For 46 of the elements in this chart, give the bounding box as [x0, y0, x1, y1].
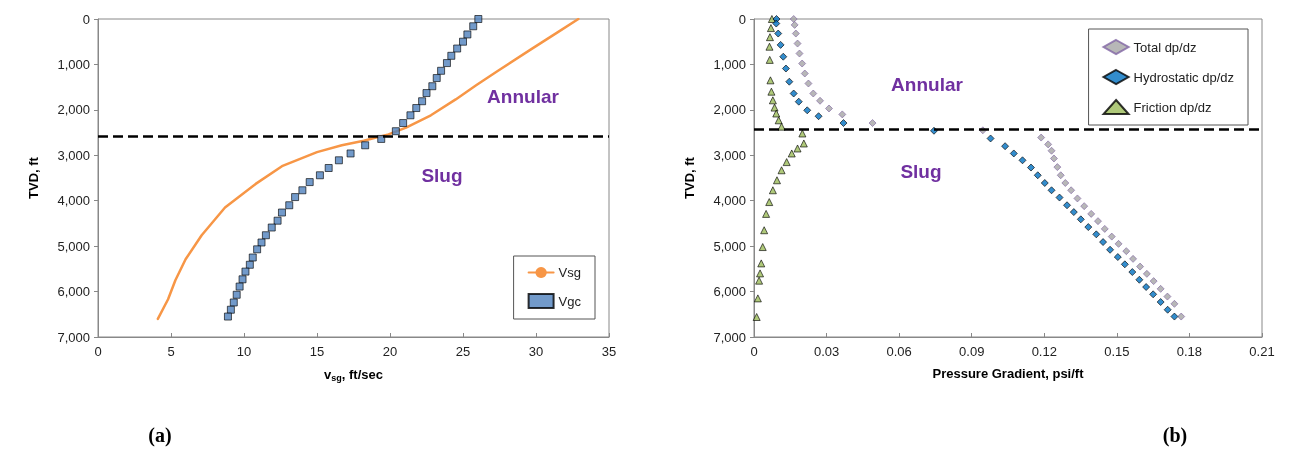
x-tick-label: 5 [167, 344, 175, 359]
y-tick-label: 0 [738, 11, 746, 27]
x-tick-label: 0 [750, 344, 758, 359]
x-tick-label: 25 [455, 344, 471, 359]
y-axis-title: TVD, ft [26, 156, 41, 199]
y-tick-label: 0 [82, 11, 90, 27]
x-tick-label: 35 [601, 344, 617, 359]
x-axis-title: Pressure Gradient, psi/ft [932, 366, 1085, 381]
x-tick-label: 0.03 [813, 344, 840, 359]
y-tick-label: 3,000 [713, 147, 746, 163]
y-tick-label: 5,000 [713, 238, 746, 254]
x-tick-label: 20 [382, 344, 398, 359]
x-tick-label: 0.15 [1104, 344, 1130, 359]
x-tick-label: 0.12 [1031, 344, 1057, 359]
x-tick-label: 30 [528, 344, 544, 359]
text: (b) [1162, 424, 1188, 447]
y-tick-label: 2,000 [713, 102, 746, 118]
annotation: Annular [891, 73, 964, 95]
legend-label: Vsg [558, 265, 582, 280]
legend-label: Hydrostatic dp/dz [1133, 69, 1234, 85]
y-tick-label: 6,000 [713, 284, 746, 300]
x-tick-label: 15 [309, 344, 325, 359]
annotation: Annular [487, 85, 560, 107]
y-axis-title: TVD, ft [682, 156, 697, 199]
legend-label: Total dp/dz [1133, 39, 1197, 55]
y-tick-label: 7,000 [57, 329, 90, 345]
y-tick-label: 6,000 [57, 284, 90, 300]
y-tick-label: 4,000 [713, 193, 746, 209]
y-tick-label: 1,000 [713, 56, 746, 72]
annotation: Slug [421, 164, 463, 186]
x-tick-label: 0.18 [1176, 344, 1203, 359]
x-tick-label: 0.09 [959, 344, 985, 359]
legend-label: Friction dp/dz [1133, 99, 1212, 115]
x-tick-label: 0.06 [886, 344, 912, 359]
y-tick-label: 7,000 [713, 329, 746, 345]
text: (a) [148, 424, 172, 447]
y-tick-label: 5,000 [57, 238, 90, 254]
y-tick-label: 1,000 [57, 56, 90, 72]
y-tick-label: 4,000 [57, 193, 90, 209]
annotation: Slug [900, 160, 942, 182]
legend-label: Vgc [558, 293, 582, 309]
x-tick-label: 0.21 [1249, 344, 1275, 359]
x-tick-label: 0 [94, 344, 102, 359]
y-tick-label: 2,000 [57, 102, 90, 118]
x-tick-label: 10 [236, 344, 252, 359]
y-tick-label: 3,000 [57, 147, 90, 163]
